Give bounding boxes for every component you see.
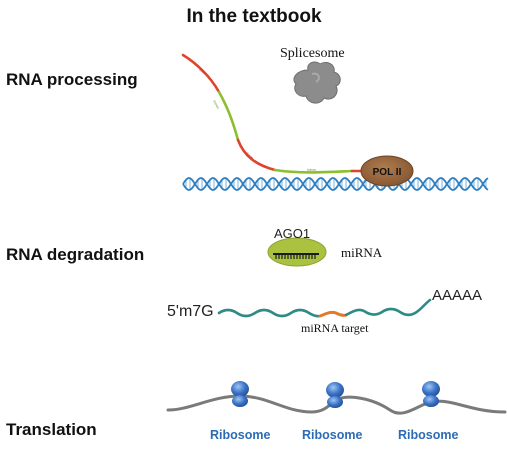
ribosome-label-1: Ribosome (210, 428, 270, 442)
ribosome-label-2: Ribosome (302, 428, 362, 442)
ribosome-label-3: Ribosome (398, 428, 458, 442)
dna-double-helix (183, 178, 488, 190)
transcript-mark-2: Intron (212, 100, 220, 110)
mirna-label: miRNA (341, 245, 382, 261)
ribosome-1 (231, 381, 249, 407)
transcript-mark-4: Intron (307, 168, 316, 172)
transcript-intron-1 (219, 92, 238, 140)
ribosome-3 (422, 381, 440, 407)
ago1-label: AGO1 (274, 226, 310, 241)
ago1-protein (268, 238, 326, 266)
ribosome-2 (326, 382, 344, 408)
cap-5m7g-label: 5'm7G (167, 303, 214, 321)
polya-tail-label: AAAAA (432, 287, 482, 304)
mrna-strand-right (346, 300, 430, 315)
splicesome-label: Splicesome (280, 46, 345, 62)
pol-ii-label: POL II (373, 167, 402, 178)
transcript-exon-2 (238, 140, 275, 170)
transcript-exon-1 (183, 55, 219, 92)
splicesome-shape (294, 62, 340, 103)
mirna-target-label: miRNA target (301, 321, 368, 336)
mrna-strand-left (219, 310, 320, 316)
mirna-target-site (320, 312, 346, 316)
